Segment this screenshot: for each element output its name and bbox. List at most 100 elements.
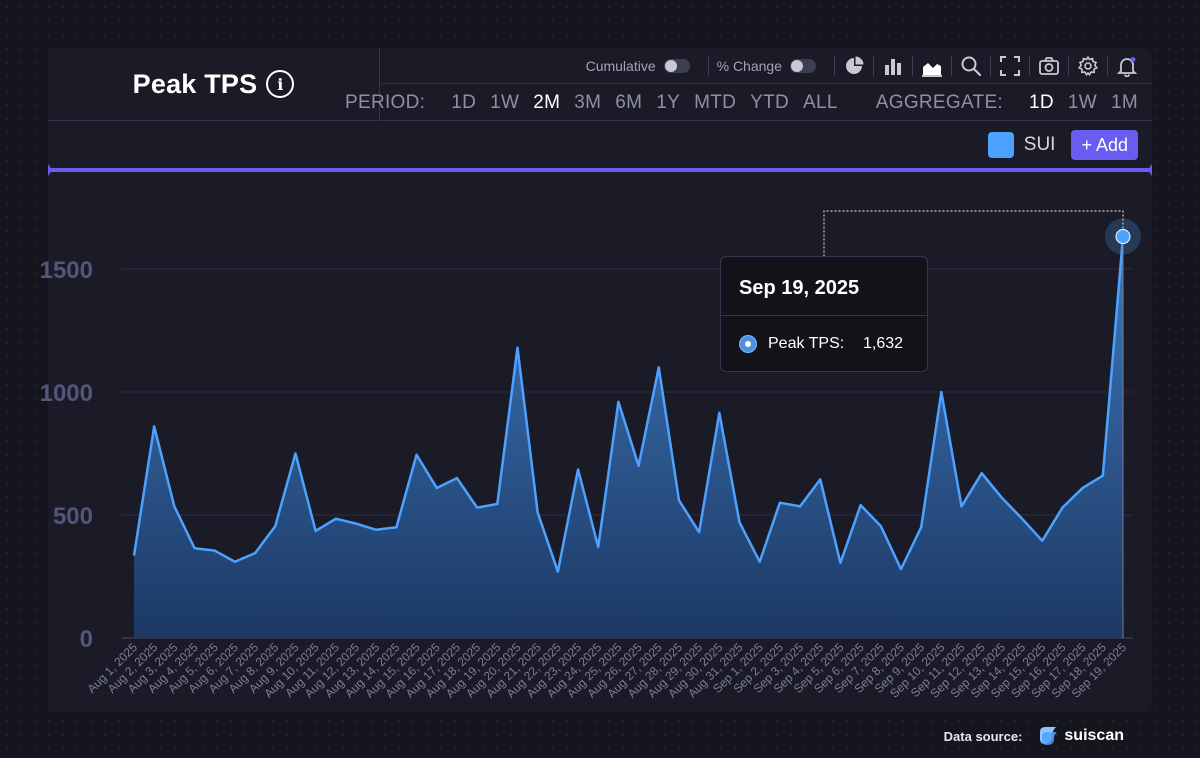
data-point[interactable] xyxy=(918,524,924,530)
period-ytd[interactable]: YTD xyxy=(750,91,790,113)
fullscreen-icon[interactable] xyxy=(999,55,1021,77)
range-slider-right-handle[interactable] xyxy=(1148,164,1152,176)
search-icon[interactable] xyxy=(960,55,982,77)
series-line xyxy=(132,236,1125,573)
cumulative-toggle[interactable] xyxy=(663,58,690,73)
chart-tooltip: Sep 19, 2025 Peak TPS: 1,632 xyxy=(720,256,928,372)
range-slider-track[interactable] xyxy=(48,168,1152,172)
data-point[interactable] xyxy=(938,389,944,395)
data-point[interactable] xyxy=(393,524,399,530)
data-point[interactable] xyxy=(414,452,420,458)
data-point[interactable] xyxy=(797,503,803,509)
range-slider-left-handle[interactable] xyxy=(48,164,52,176)
data-point[interactable] xyxy=(777,500,783,506)
camera-icon[interactable] xyxy=(1038,55,1060,77)
tooltip-value: 1,632 xyxy=(863,335,904,352)
add-series-button[interactable]: + Add xyxy=(1071,130,1138,160)
toolbar-divider xyxy=(707,55,709,76)
data-point[interactable] xyxy=(1019,516,1025,522)
data-point[interactable] xyxy=(636,463,642,469)
period-6m[interactable]: 6M xyxy=(615,91,643,113)
series-name: SUI xyxy=(1023,134,1056,155)
aggregate-1w[interactable]: 1W xyxy=(1067,91,1097,113)
pct-change-label: % Change xyxy=(716,57,782,74)
data-point[interactable] xyxy=(151,423,157,429)
data-point[interactable] xyxy=(535,510,541,516)
data-point[interactable] xyxy=(373,527,379,533)
toolbar-divider xyxy=(1107,55,1108,76)
toolbar-divider xyxy=(1029,55,1030,76)
data-point[interactable] xyxy=(171,503,177,509)
pie-chart-icon[interactable] xyxy=(843,55,865,77)
chart-toolbar: Cumulative % Change xyxy=(381,48,1152,84)
data-point[interactable] xyxy=(474,505,480,511)
data-point[interactable] xyxy=(212,548,218,554)
data-point[interactable] xyxy=(494,501,500,507)
data-point[interactable] xyxy=(656,364,662,370)
data-point[interactable] xyxy=(131,553,137,559)
aggregate-1d[interactable]: 1D xyxy=(1029,91,1054,113)
data-point[interactable] xyxy=(696,529,702,535)
period-selector: PERIOD: 1D 1W 2M 3M 6M 1Y MTD YTD ALL AG… xyxy=(345,85,1152,121)
data-point[interactable] xyxy=(272,523,278,529)
tooltip-connector xyxy=(823,210,1124,256)
data-point[interactable] xyxy=(898,566,904,572)
highlight-point[interactable] xyxy=(1115,229,1131,245)
aggregate-label: AGGREGATE: xyxy=(875,91,1003,113)
period-3m[interactable]: 3M xyxy=(574,91,602,113)
data-point[interactable] xyxy=(676,497,682,503)
data-point[interactable] xyxy=(353,521,359,527)
suiscan-logo-icon[interactable] xyxy=(1036,724,1060,748)
aggregate-1m[interactable]: 1M xyxy=(1111,91,1138,113)
tooltip-date: Sep 19, 2025 xyxy=(739,277,860,299)
period-1w[interactable]: 1W xyxy=(490,91,520,113)
period-1y[interactable]: 1Y xyxy=(656,91,681,113)
data-point[interactable] xyxy=(252,550,258,556)
data-point[interactable] xyxy=(817,476,823,482)
series-color-swatch[interactable] xyxy=(987,132,1014,158)
data-point[interactable] xyxy=(615,399,621,405)
info-icon[interactable]: i xyxy=(266,70,295,98)
data-point[interactable] xyxy=(555,569,561,575)
period-1d[interactable]: 1D xyxy=(451,91,477,113)
data-point[interactable] xyxy=(979,470,985,476)
data-point[interactable] xyxy=(192,545,198,551)
data-point[interactable] xyxy=(837,560,843,566)
series-legend-bar: SUI + Add xyxy=(48,122,1152,168)
data-point[interactable] xyxy=(313,528,319,534)
tooltip-divider xyxy=(721,315,927,316)
gear-icon[interactable] xyxy=(1077,54,1099,77)
data-point[interactable] xyxy=(1039,538,1045,544)
data-point[interactable] xyxy=(858,502,864,508)
data-point[interactable] xyxy=(454,475,460,481)
data-point[interactable] xyxy=(292,451,298,457)
data-point[interactable] xyxy=(1080,485,1086,491)
bell-icon[interactable] xyxy=(1116,55,1138,77)
period-2m[interactable]: 2M xyxy=(533,91,561,113)
data-point[interactable] xyxy=(434,485,440,491)
y-tick-label: 1000 xyxy=(40,380,93,407)
data-point[interactable] xyxy=(333,516,339,522)
period-all[interactable]: ALL xyxy=(803,91,838,113)
data-point[interactable] xyxy=(575,466,581,472)
data-point[interactable] xyxy=(1100,473,1106,479)
pct-change-toggle[interactable] xyxy=(790,58,816,73)
data-point[interactable] xyxy=(999,495,1005,501)
toolbar-divider xyxy=(912,55,913,76)
data-point[interactable] xyxy=(514,345,520,351)
data-point[interactable] xyxy=(959,503,965,509)
data-point[interactable] xyxy=(1059,505,1065,511)
area-chart-icon[interactable] xyxy=(921,55,943,77)
data-source-name[interactable]: suiscan xyxy=(1064,727,1124,744)
data-point[interactable] xyxy=(878,523,884,529)
period-mtd[interactable]: MTD xyxy=(694,91,737,113)
y-tick-label: 1500 xyxy=(40,257,93,284)
data-point[interactable] xyxy=(757,559,763,565)
data-point[interactable] xyxy=(737,519,743,525)
data-point[interactable] xyxy=(232,559,238,565)
data-point[interactable] xyxy=(595,544,601,550)
data-point[interactable] xyxy=(716,410,722,416)
toolbar-divider xyxy=(990,55,991,76)
bar-chart-icon[interactable] xyxy=(882,55,904,77)
